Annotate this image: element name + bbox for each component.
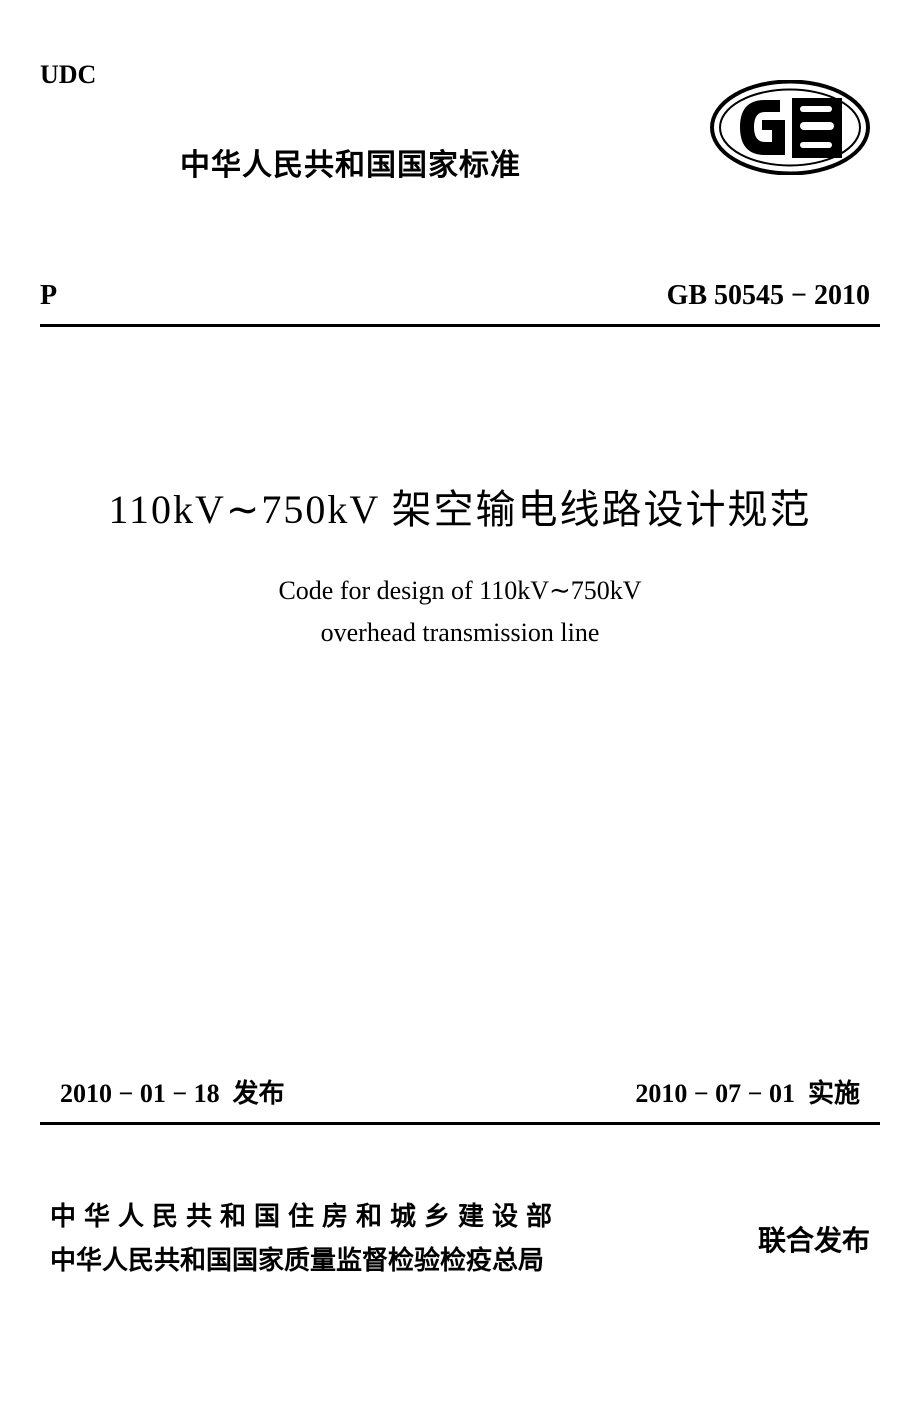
code-row: P GB 50545 − 2010	[40, 280, 880, 324]
title-area: 110kV∼750kV 架空输电线路设计规范 Code for design o…	[40, 477, 880, 653]
udc-label: UDC	[40, 60, 96, 90]
header-area: UDC 中华人民共和国国家标准	[40, 60, 880, 280]
implement-date: 2010 − 07 − 01 实施	[635, 1073, 860, 1110]
bottom-divider	[40, 1122, 880, 1125]
title-english-line-2: overhead transmission line	[40, 612, 880, 654]
publish-date-value: 2010 − 01 − 18	[60, 1079, 220, 1108]
publishers-row: 中华人民共和国住房和城乡建设部 中华人民共和国国家质量监督检验检疫总局 联合发布	[40, 1195, 880, 1283]
implement-date-value: 2010 − 07 − 01	[635, 1079, 795, 1108]
publish-date: 2010 − 01 − 18 发布	[60, 1073, 285, 1110]
publisher-2: 中华人民共和国国家质量监督检验检疫总局	[50, 1239, 560, 1283]
publish-label: 发布	[233, 1079, 285, 1108]
title-chinese: 110kV∼750kV 架空输电线路设计规范	[40, 477, 880, 535]
title-english-line-1: Code for design of 110kV∼750kV	[40, 570, 880, 612]
gb-logo-icon	[710, 80, 870, 175]
dates-row: 2010 − 01 − 18 发布 2010 − 07 − 01 实施	[40, 1073, 880, 1122]
title-english: Code for design of 110kV∼750kV overhead …	[40, 570, 880, 653]
p-label: P	[40, 280, 57, 312]
top-divider	[40, 324, 880, 327]
implement-label: 实施	[808, 1079, 860, 1108]
publishers-list: 中华人民共和国住房和城乡建设部 中华人民共和国国家质量监督检验检疫总局	[50, 1195, 560, 1283]
standard-name: 中华人民共和国国家标准	[180, 140, 521, 184]
joint-publish-label: 联合发布	[758, 1219, 870, 1259]
publisher-1: 中华人民共和国住房和城乡建设部	[50, 1195, 560, 1239]
gb-code: GB 50545 − 2010	[667, 280, 870, 312]
